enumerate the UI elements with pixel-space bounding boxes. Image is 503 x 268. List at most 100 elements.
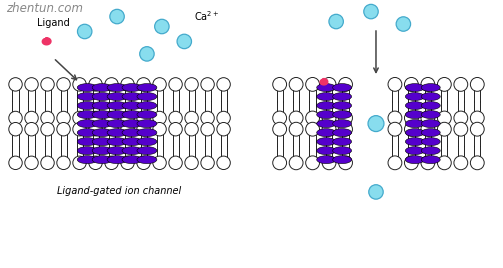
- Circle shape: [137, 156, 150, 170]
- Ellipse shape: [122, 138, 142, 146]
- Ellipse shape: [107, 102, 127, 110]
- Ellipse shape: [107, 120, 127, 128]
- Circle shape: [289, 111, 303, 125]
- Circle shape: [154, 19, 169, 34]
- Circle shape: [201, 78, 214, 91]
- Ellipse shape: [137, 120, 157, 128]
- Circle shape: [273, 122, 287, 136]
- Circle shape: [201, 111, 214, 125]
- Circle shape: [322, 122, 336, 136]
- Ellipse shape: [77, 84, 97, 91]
- Ellipse shape: [317, 111, 336, 118]
- Ellipse shape: [422, 147, 440, 155]
- Circle shape: [41, 122, 54, 136]
- Circle shape: [73, 156, 86, 170]
- Circle shape: [322, 77, 336, 91]
- Circle shape: [169, 156, 182, 170]
- Ellipse shape: [405, 84, 425, 91]
- Circle shape: [438, 111, 451, 125]
- Circle shape: [121, 122, 134, 136]
- Circle shape: [73, 78, 86, 91]
- Ellipse shape: [317, 129, 336, 137]
- Circle shape: [185, 111, 198, 125]
- Circle shape: [289, 77, 303, 91]
- Circle shape: [77, 24, 92, 39]
- Circle shape: [470, 111, 484, 125]
- Circle shape: [57, 78, 70, 91]
- Ellipse shape: [77, 102, 97, 110]
- Circle shape: [9, 122, 22, 136]
- Ellipse shape: [122, 93, 142, 100]
- Circle shape: [105, 78, 118, 91]
- Circle shape: [339, 122, 353, 136]
- Ellipse shape: [107, 93, 127, 100]
- Circle shape: [273, 77, 287, 91]
- Circle shape: [273, 156, 287, 170]
- Circle shape: [121, 78, 134, 91]
- Ellipse shape: [332, 111, 352, 118]
- Circle shape: [25, 111, 38, 125]
- Ellipse shape: [92, 111, 112, 118]
- Ellipse shape: [332, 102, 352, 110]
- Ellipse shape: [137, 84, 157, 91]
- Ellipse shape: [332, 93, 352, 100]
- Ellipse shape: [137, 129, 157, 137]
- Circle shape: [137, 122, 150, 136]
- Circle shape: [388, 156, 402, 170]
- Text: zhentun.com: zhentun.com: [7, 2, 83, 14]
- Circle shape: [322, 156, 336, 170]
- Circle shape: [454, 77, 468, 91]
- Ellipse shape: [77, 147, 97, 155]
- Circle shape: [454, 111, 468, 125]
- Circle shape: [388, 111, 402, 125]
- Ellipse shape: [92, 120, 112, 128]
- Ellipse shape: [77, 129, 97, 137]
- Circle shape: [121, 156, 134, 170]
- Circle shape: [41, 156, 54, 170]
- Ellipse shape: [422, 120, 440, 128]
- Circle shape: [153, 78, 166, 91]
- Circle shape: [322, 111, 336, 125]
- Circle shape: [177, 34, 192, 49]
- Circle shape: [25, 122, 38, 136]
- Ellipse shape: [77, 111, 97, 118]
- Ellipse shape: [92, 138, 112, 146]
- Ellipse shape: [405, 102, 425, 110]
- Circle shape: [89, 111, 102, 125]
- Ellipse shape: [422, 93, 440, 100]
- Circle shape: [57, 122, 70, 136]
- Circle shape: [404, 111, 418, 125]
- Text: Ligand: Ligand: [37, 18, 70, 28]
- Ellipse shape: [92, 129, 112, 137]
- Circle shape: [438, 122, 451, 136]
- Text: Ligand-gated ion channel: Ligand-gated ion channel: [57, 186, 182, 196]
- Ellipse shape: [317, 102, 336, 110]
- Circle shape: [289, 156, 303, 170]
- Ellipse shape: [405, 129, 425, 137]
- Circle shape: [369, 185, 383, 199]
- Circle shape: [396, 17, 410, 31]
- Circle shape: [404, 77, 418, 91]
- Circle shape: [438, 77, 451, 91]
- Ellipse shape: [137, 111, 157, 118]
- Circle shape: [25, 78, 38, 91]
- Ellipse shape: [122, 102, 142, 110]
- Ellipse shape: [92, 147, 112, 155]
- Ellipse shape: [317, 93, 336, 100]
- Ellipse shape: [137, 147, 157, 155]
- Circle shape: [89, 156, 102, 170]
- Ellipse shape: [92, 84, 112, 91]
- Circle shape: [169, 78, 182, 91]
- Ellipse shape: [422, 156, 440, 164]
- Circle shape: [57, 111, 70, 125]
- Circle shape: [454, 122, 468, 136]
- Ellipse shape: [107, 156, 127, 164]
- Ellipse shape: [332, 156, 352, 164]
- Ellipse shape: [332, 147, 352, 155]
- Ellipse shape: [317, 120, 336, 128]
- Ellipse shape: [137, 93, 157, 100]
- Ellipse shape: [107, 138, 127, 146]
- Circle shape: [404, 156, 418, 170]
- Circle shape: [388, 77, 402, 91]
- Circle shape: [217, 78, 230, 91]
